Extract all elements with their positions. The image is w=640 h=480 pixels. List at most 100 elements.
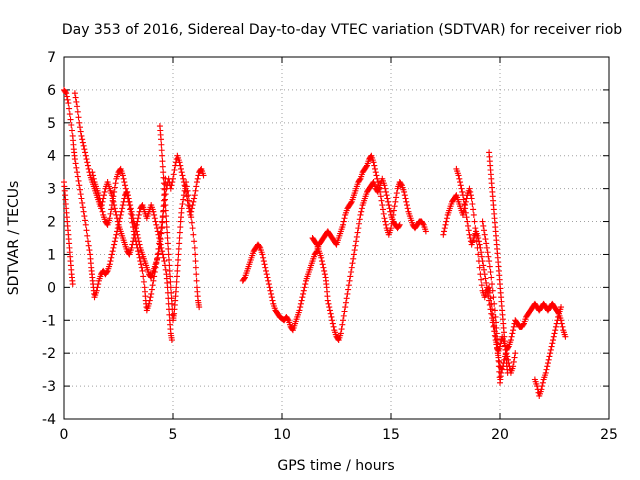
data-point [465, 222, 472, 229]
data-point [162, 207, 169, 214]
data-point [170, 171, 177, 178]
data-point [82, 217, 89, 224]
data-point [170, 175, 176, 182]
data-point [90, 175, 97, 182]
data-point [158, 147, 165, 154]
data-point [507, 337, 514, 344]
data-point [551, 330, 558, 337]
data-point [183, 179, 190, 186]
data-point [109, 197, 116, 204]
data-point [550, 337, 557, 344]
data-point [192, 251, 199, 258]
data-point [171, 166, 178, 173]
y-tick-label: 2 [47, 215, 56, 231]
data-point [71, 90, 78, 97]
data-point [475, 235, 482, 241]
data-point [441, 228, 448, 235]
data-point [324, 297, 331, 304]
data-point [350, 255, 357, 262]
data-point [120, 198, 127, 205]
data-point [380, 206, 387, 213]
data-point [84, 159, 91, 166]
data-point [121, 179, 128, 186]
data-point [549, 340, 556, 347]
data-point [164, 229, 171, 236]
data-point [558, 304, 565, 311]
data-point [494, 341, 501, 348]
data-points [61, 86, 569, 399]
data-point [127, 205, 134, 212]
data-point [491, 307, 498, 314]
data-point [151, 215, 158, 222]
data-point [479, 218, 486, 225]
data-point [471, 218, 478, 225]
data-point [75, 114, 82, 121]
data-point [150, 208, 157, 215]
data-point [469, 200, 476, 207]
data-point [196, 304, 203, 311]
data-point [555, 313, 562, 320]
data-point [353, 238, 360, 245]
data-point [393, 194, 400, 201]
data-point [491, 300, 498, 307]
data-point [302, 281, 309, 288]
data-point [478, 253, 485, 260]
data-point [78, 132, 85, 139]
data-point [372, 165, 379, 172]
data-point [553, 320, 560, 327]
data-point [164, 235, 171, 241]
data-point [178, 205, 185, 212]
data-point [458, 185, 465, 192]
data-point [138, 261, 145, 268]
data-point [173, 284, 180, 291]
data-point [401, 188, 408, 195]
data-point [137, 258, 144, 265]
data-point [84, 238, 91, 245]
data-point [552, 327, 559, 334]
data-point [386, 205, 393, 212]
data-point [176, 159, 183, 166]
data-point [173, 273, 180, 280]
data-point [503, 350, 510, 357]
y-axis-label: SDTVAR / TECUs [6, 181, 22, 296]
data-point [72, 160, 79, 167]
data-point [166, 267, 173, 274]
data-point [109, 248, 116, 255]
data-point [383, 192, 390, 199]
data-point [488, 310, 495, 317]
data-point [146, 300, 153, 307]
data-point [163, 224, 170, 231]
data-point [193, 277, 200, 284]
data-point [351, 247, 358, 254]
data-point [111, 188, 118, 195]
data-point [119, 202, 126, 209]
data-point [177, 224, 184, 231]
data-point [330, 323, 337, 330]
data-point [356, 176, 363, 183]
data-point [475, 238, 482, 245]
data-point [353, 233, 360, 240]
data-point [79, 199, 86, 206]
data-point [158, 141, 165, 148]
data-point [130, 228, 137, 235]
data-point [108, 254, 115, 261]
data-point [167, 278, 174, 285]
data-point [321, 267, 328, 274]
data-point [100, 192, 107, 199]
series-riob-b [61, 179, 76, 288]
data-point [483, 284, 490, 291]
data-point [440, 231, 447, 238]
data-point [138, 264, 145, 271]
data-point [135, 248, 142, 255]
data-point [135, 251, 142, 258]
data-point [548, 343, 555, 350]
data-point [284, 316, 291, 323]
data-point [135, 215, 142, 222]
data-point [94, 284, 101, 291]
data-point [140, 273, 147, 280]
data-point [476, 241, 483, 248]
data-point [510, 358, 517, 365]
data-point [264, 274, 271, 281]
data-point [313, 240, 320, 247]
data-point [320, 264, 327, 271]
